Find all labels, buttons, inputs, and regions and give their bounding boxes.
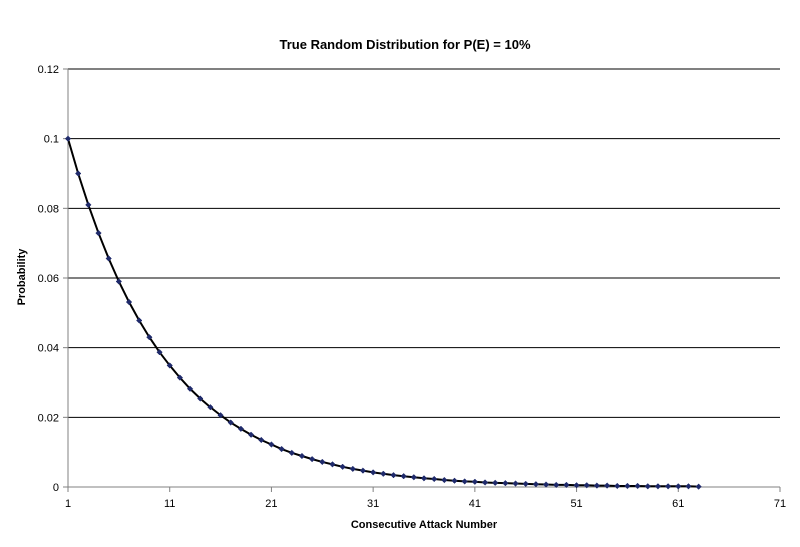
data-point [197,395,204,402]
y-tick-label: 0.04 [38,343,59,355]
y-tick-label: 0.02 [38,412,59,424]
data-point [64,135,72,142]
data-point [400,473,407,480]
data-point [329,461,336,468]
data-point [512,480,519,487]
data-point [624,482,631,490]
x-tick-label: 61 [672,498,684,510]
data-point [359,467,367,474]
data-point [654,483,662,490]
data-point [675,483,682,490]
data-point [431,475,438,483]
data-point [227,419,234,426]
data-point [369,469,377,476]
data-point [146,334,153,341]
data-point [237,425,245,432]
data-point [441,476,448,484]
data-point [105,255,112,262]
chart-title: True Random Distribution for P(E) = 10% [280,37,531,52]
y-tick-labels: 0 0.02 0.04 0.06 0.08 0.1 0.12 [38,64,59,494]
data-point [614,482,621,490]
data-point [136,317,143,324]
data-point [542,481,550,488]
data-point [288,449,295,457]
data-point [634,482,641,490]
data-point [390,472,397,479]
data-point [664,483,672,490]
data-point [461,478,468,485]
x-tick-label: 41 [469,498,481,510]
data-series [64,135,702,490]
data-point [583,482,590,489]
data-point [380,470,387,477]
y-tick-label: 0 [53,482,59,494]
axes [63,68,781,492]
data-point [156,349,163,356]
data-point [115,278,123,285]
data-point [644,483,651,490]
data-point [278,445,285,453]
x-tick-label: 51 [570,498,582,510]
y-axis-label: Probability [16,248,28,306]
x-tick-labels: 1 11 21 31 41 51 61 71 [65,498,786,510]
data-point [573,482,580,489]
x-tick-label: 1 [65,498,71,510]
data-point [492,479,499,486]
data-point [695,483,702,490]
data-point [308,455,316,463]
data-point [471,478,479,485]
data-point [75,170,82,177]
data-point [258,436,265,444]
data-point [125,298,133,306]
x-axis-label: Consecutive Attack Number [351,519,498,531]
data-point [420,475,428,482]
data-point [176,374,184,381]
data-point [522,480,529,488]
data-point [339,463,346,470]
data-point [95,229,102,237]
y-tick-label: 0.08 [38,203,59,215]
data-point [451,477,458,484]
x-tick-label: 21 [265,498,277,510]
data-point [603,482,611,489]
data-point [532,481,540,488]
data-point [217,412,224,419]
data-point [553,481,560,489]
data-point [685,483,692,490]
data-point [502,480,509,487]
gridlines [68,68,780,418]
data-point [166,362,173,369]
x-tick-label: 31 [367,498,379,510]
series-line [67,138,699,488]
data-point [563,481,570,489]
data-point [85,201,92,209]
y-tick-label: 0.12 [38,64,59,76]
y-tick-label: 0.06 [38,273,59,285]
data-point [319,458,326,466]
data-point [593,482,601,489]
data-point [268,441,275,448]
data-point [298,452,306,460]
data-point [207,404,214,411]
y-tick-label: 0.1 [44,134,59,146]
data-point [410,474,417,481]
x-tick-label: 11 [164,498,175,510]
x-tick-label: 71 [774,498,786,510]
data-point [186,385,194,392]
data-point [247,431,255,438]
data-point [349,465,356,473]
data-point [481,479,489,486]
